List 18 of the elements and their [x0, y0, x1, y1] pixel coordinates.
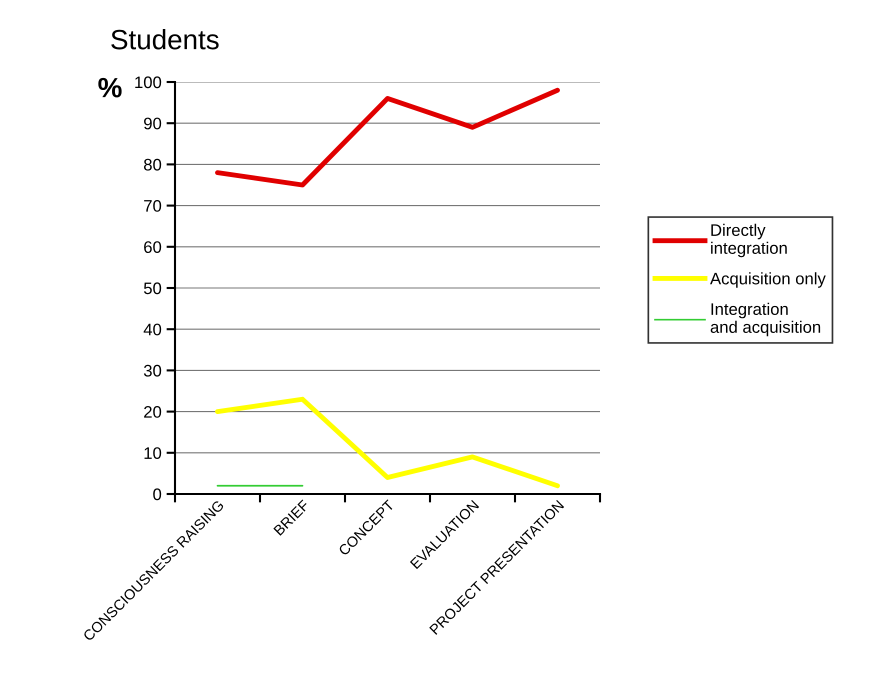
y-tick-label: 80	[144, 158, 162, 171]
legend-label: Integration and acquisition	[710, 302, 820, 336]
line-series	[215, 396, 560, 488]
y-axis-title: %	[98, 78, 122, 98]
y-tick-label: 20	[144, 406, 162, 418]
y-tick-label: 60	[144, 241, 162, 254]
y-tick-label: 50	[144, 282, 162, 294]
chart-title: Students	[111, 29, 219, 50]
y-tick-label: 70	[144, 200, 162, 212]
legend-label: Acquisition only	[710, 272, 826, 288]
y-tick-label: 10	[144, 447, 162, 460]
y-tick-label: 40	[144, 324, 162, 336]
legend-label: Directly integration	[711, 224, 787, 258]
line-series	[215, 88, 560, 188]
y-tick-label: 30	[144, 364, 162, 377]
y-tick-label: 90	[144, 118, 162, 130]
y-tick-label: 100	[135, 76, 162, 88]
y-tick-label: 0	[153, 488, 162, 500]
